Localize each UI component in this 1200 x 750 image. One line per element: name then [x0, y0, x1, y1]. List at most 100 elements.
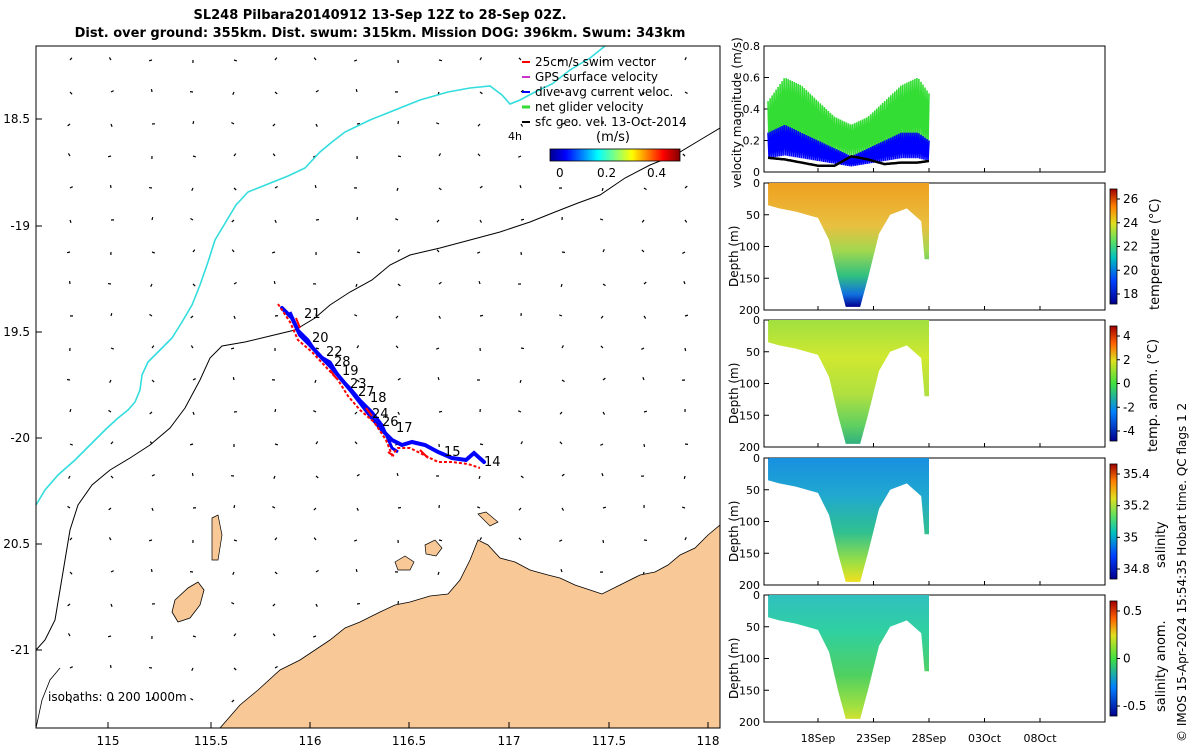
current-vector [274, 185, 278, 189]
current-vector [479, 185, 483, 189]
current-vector [438, 153, 442, 157]
current-vector [640, 122, 645, 125]
current-vector [477, 153, 481, 157]
current-vector [518, 537, 522, 541]
current-vector [67, 123, 71, 127]
current-vector [110, 312, 113, 317]
current-vector [520, 218, 525, 221]
current-vector [641, 347, 645, 350]
current-vector [684, 185, 688, 189]
current-vector [436, 122, 440, 125]
current-vector [559, 59, 563, 62]
current-vector [313, 537, 317, 541]
colorbar-tick-label: 24 [1123, 216, 1138, 230]
current-vector [560, 568, 563, 573]
depth-tick-label: 200 [739, 579, 760, 592]
current-vector [353, 59, 358, 62]
current-vector [231, 219, 235, 223]
current-vector [108, 409, 112, 413]
current-vector [355, 88, 358, 93]
current-vector [110, 570, 114, 573]
current-vector [191, 472, 194, 477]
section-fill [768, 595, 929, 719]
current-vector [641, 249, 645, 253]
current-vector [273, 280, 276, 285]
current-vector [151, 379, 155, 383]
current-vector [315, 123, 318, 127]
colorbar-tick: 0 [556, 166, 564, 180]
time-tick-label: 23Sep [856, 732, 891, 745]
day-label: 19 [342, 364, 359, 379]
legend-4h-label: 4h [508, 130, 522, 143]
current-vector [642, 91, 645, 96]
current-vector [233, 504, 236, 509]
current-vector [479, 314, 484, 317]
depth-tick-label: 50 [746, 621, 760, 634]
y-tick-label: 18.5 [3, 112, 30, 126]
current-vector [356, 473, 360, 477]
depth-tick-label: 50 [746, 209, 760, 222]
current-vector [274, 219, 277, 223]
current-vector [273, 475, 276, 479]
current-vector [684, 91, 688, 95]
current-vector [69, 699, 72, 704]
current-vector [602, 283, 606, 287]
section-panels: 0501001502002624222018050100150200420-2-… [739, 177, 1150, 729]
current-vector [600, 315, 604, 319]
current-vector [150, 283, 153, 287]
current-vector [190, 217, 194, 221]
vel-y-tick-label: 0 [753, 166, 760, 179]
islet [211, 514, 223, 561]
current-vector [312, 635, 317, 638]
current-vector [479, 537, 483, 541]
day-label: 20 [312, 331, 329, 346]
current-vector [107, 635, 112, 638]
time-tick-label: 18Sep [801, 732, 836, 745]
current-vector [436, 347, 440, 350]
series-dive-avg-current-veloc- [767, 124, 930, 167]
x-tick-label: 115 [97, 734, 120, 748]
current-vector [274, 57, 278, 61]
current-vector [233, 315, 236, 319]
current-vector [315, 603, 318, 607]
depth-tick-label: 50 [746, 346, 760, 359]
depth-tick-label: 150 [739, 684, 760, 697]
current-vector [191, 667, 194, 671]
current-vector [599, 218, 604, 221]
current-vector [69, 537, 73, 541]
current-vector [151, 696, 154, 701]
legend-label: sfc geo. vel. 13-Oct-2014 [535, 115, 687, 129]
current-vector [437, 571, 440, 576]
current-vector [684, 57, 687, 61]
current-vector [602, 377, 606, 381]
colorbar-tick: 0.2 [597, 166, 617, 180]
current-vector [682, 251, 686, 254]
day-label: 28 [334, 355, 351, 370]
vel-y-tick-label: 0.6 [743, 72, 761, 85]
current-vector [69, 443, 74, 446]
current-vector [272, 506, 276, 509]
vel-y-tick-label: 0.2 [743, 135, 761, 148]
legend-label: net glider velocity [535, 100, 643, 114]
current-vector [271, 251, 276, 254]
colorbar-tick-label: -0.5 [1123, 699, 1146, 713]
current-vector [561, 507, 565, 511]
current-vector [436, 249, 440, 253]
current-vector [479, 443, 484, 446]
section-colorbar [1109, 463, 1118, 580]
current-vector [683, 475, 686, 480]
current-vector [150, 88, 153, 93]
current-vector [353, 539, 358, 542]
current-vector [110, 475, 114, 479]
current-vector [315, 312, 318, 317]
current-vector [107, 155, 112, 158]
current-vector [190, 345, 194, 349]
series-sfc-geo-vel- [767, 155, 930, 167]
current-vector [479, 219, 483, 223]
current-vector [354, 441, 358, 445]
current-vector [561, 251, 566, 254]
current-vector [518, 155, 522, 158]
y-tick-label: -19 [10, 219, 30, 233]
depth-tick-label: 100 [739, 653, 760, 666]
